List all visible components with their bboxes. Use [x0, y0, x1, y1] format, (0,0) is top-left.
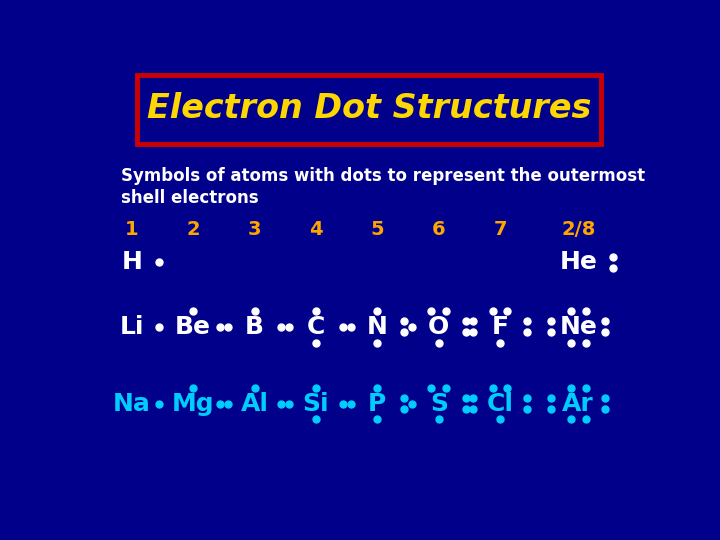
Text: Ne: Ne [559, 315, 597, 339]
Text: Na: Na [113, 392, 150, 416]
Text: Li: Li [120, 315, 144, 339]
Text: 1: 1 [125, 220, 139, 239]
Text: H: H [122, 251, 143, 274]
Text: 2/8: 2/8 [561, 220, 595, 239]
Text: Mg: Mg [172, 392, 215, 416]
Text: Ar: Ar [562, 392, 594, 416]
Text: F: F [492, 315, 508, 339]
Text: 5: 5 [371, 220, 384, 239]
Text: 7: 7 [493, 220, 507, 239]
Text: Symbols of atoms with dots to represent the outermost
shell electrons: Symbols of atoms with dots to represent … [121, 167, 645, 207]
Text: B: B [245, 315, 264, 339]
Text: 3: 3 [248, 220, 261, 239]
Text: Be: Be [175, 315, 211, 339]
Text: P: P [368, 392, 387, 416]
Text: N: N [367, 315, 388, 339]
Text: O: O [428, 315, 449, 339]
FancyBboxPatch shape [138, 75, 600, 144]
Text: Si: Si [302, 392, 329, 416]
Text: C: C [307, 315, 325, 339]
Text: Electron Dot Structures: Electron Dot Structures [147, 92, 591, 125]
Text: He: He [559, 251, 597, 274]
Text: 2: 2 [186, 220, 200, 239]
Text: Cl: Cl [487, 392, 513, 416]
Text: 6: 6 [432, 220, 446, 239]
Text: S: S [430, 392, 448, 416]
Text: 4: 4 [309, 220, 323, 239]
Text: Al: Al [240, 392, 269, 416]
